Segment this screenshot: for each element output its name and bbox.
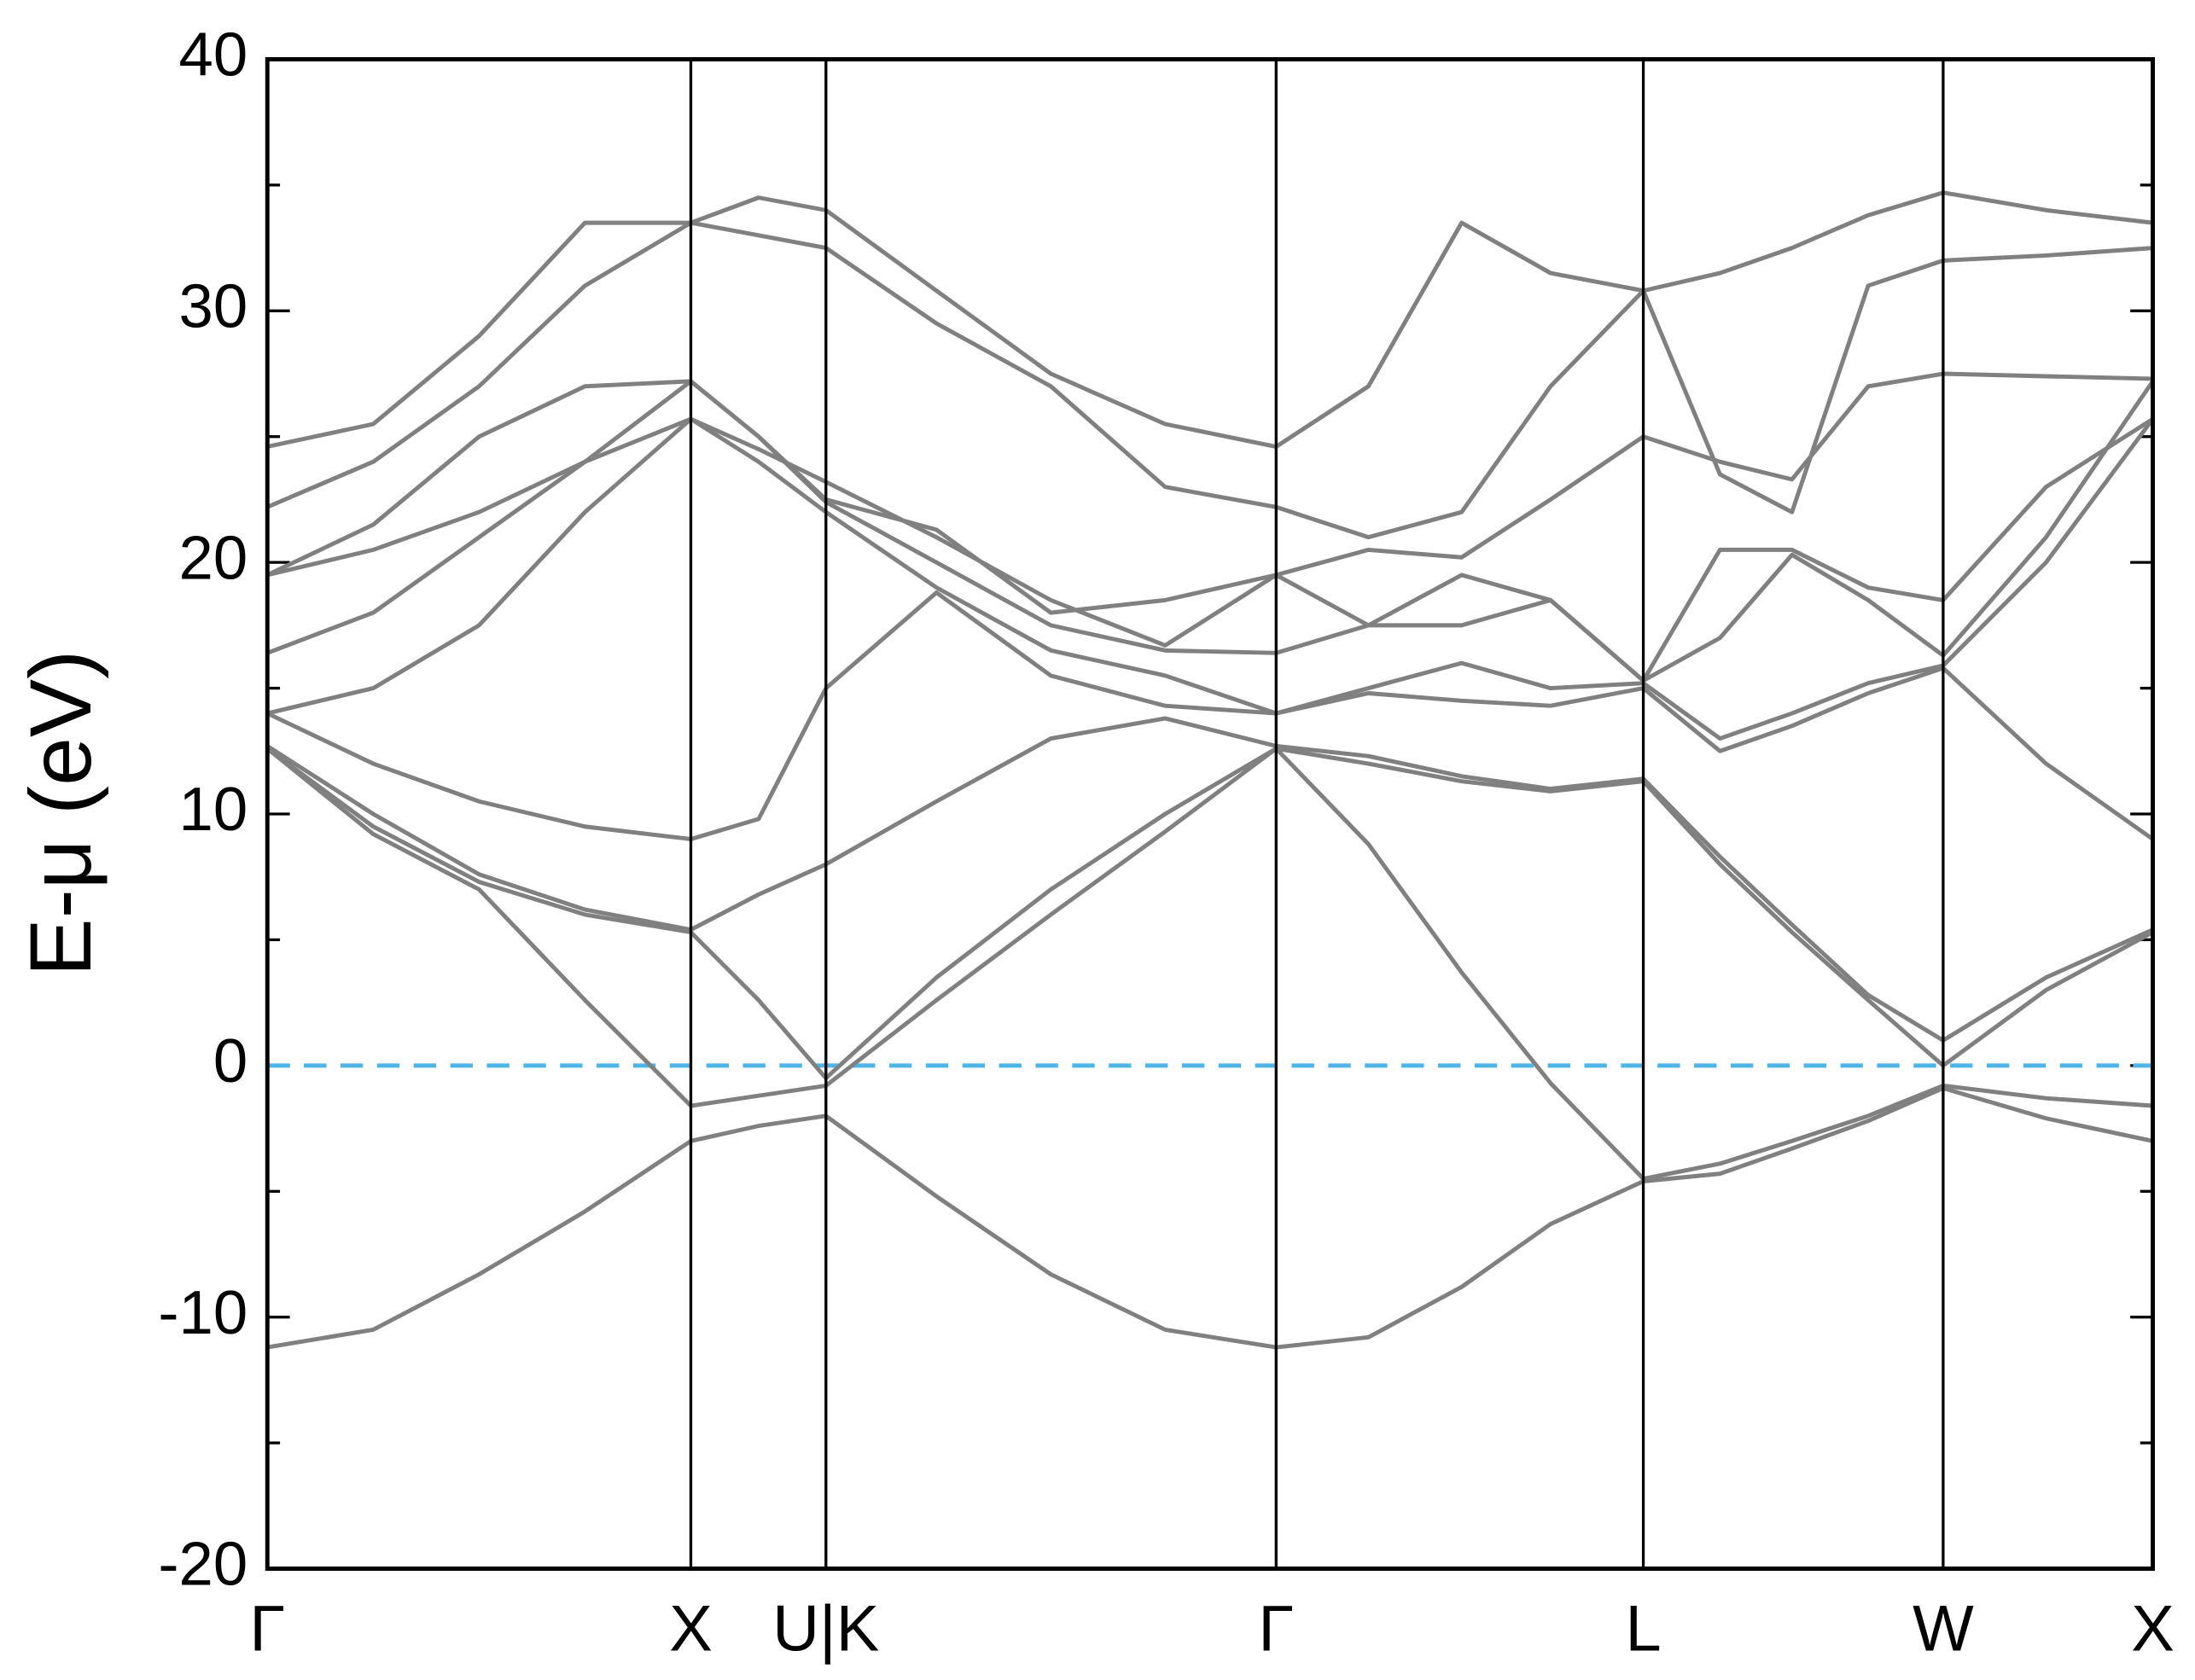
band-line <box>266 220 2153 540</box>
band-line <box>265 716 2154 1043</box>
y-tick-label: -20 <box>158 1530 247 1599</box>
x-tick-label: L <box>1625 1592 1661 1665</box>
x-tick-label: W <box>1913 1592 1974 1665</box>
y-tick-label: 20 <box>178 523 247 592</box>
x-tick-label: X <box>669 1592 713 1665</box>
x-tick-label: Γ <box>1258 1592 1294 1665</box>
band-line <box>266 590 2154 841</box>
y-axis-label: E-μ (eV) <box>11 650 109 977</box>
x-tick-label: U|K <box>772 1592 879 1665</box>
y-tick-label: 10 <box>178 775 247 844</box>
y-tick-label: -10 <box>158 1278 247 1347</box>
plot-frame <box>265 56 2156 1572</box>
band-line <box>266 379 2155 683</box>
y-tick-label: 0 <box>213 1026 247 1096</box>
x-tick-label: X <box>2131 1592 2175 1665</box>
y-tick-label: 30 <box>178 271 247 340</box>
band-line <box>265 746 2153 1182</box>
y-tick-label: 40 <box>178 20 247 90</box>
band-line <box>266 1085 2154 1350</box>
x-tick-label: Γ <box>249 1592 285 1665</box>
